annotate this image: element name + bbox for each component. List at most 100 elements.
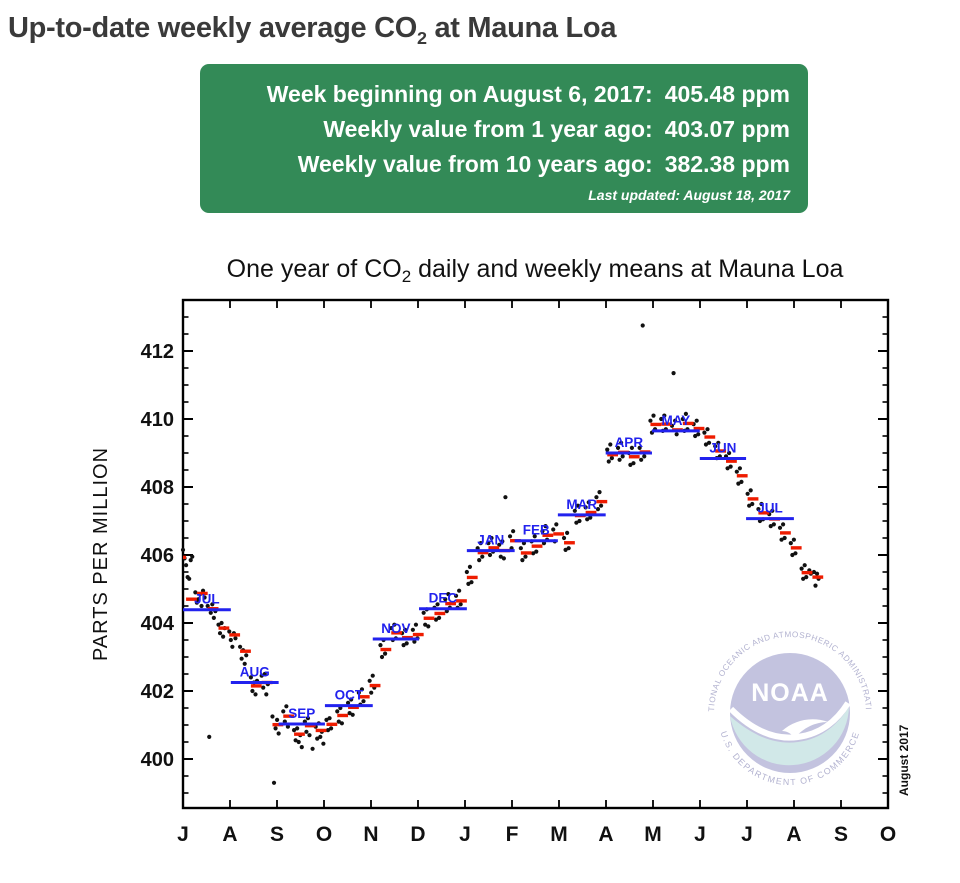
daily-point: [737, 466, 743, 471]
daily-point: [640, 323, 645, 328]
co2-chart: One year of CO2 daily and weekly means a…: [90, 255, 911, 846]
daily-point: [264, 692, 269, 697]
daily-point: [750, 501, 755, 507]
daily-point: [194, 600, 199, 605]
daily-point: [639, 457, 644, 462]
monthly-mean-label: JUN: [709, 440, 736, 455]
daily-point: [211, 615, 216, 620]
daily-point: [435, 602, 440, 607]
daily-point: [598, 503, 604, 508]
daily-point: [237, 644, 243, 649]
monthly-mean-label: OCT: [335, 688, 364, 703]
logo-wave: [728, 701, 851, 741]
daily-point: [608, 442, 613, 447]
daily-point: [480, 554, 485, 559]
daily-point: [275, 717, 280, 722]
daily-point: [469, 580, 474, 585]
info-row-10-years-ago: Weekly value from 10 years ago: 382.38 pp…: [200, 147, 790, 182]
daily-point: [276, 731, 281, 736]
y-tick-label: 404: [141, 613, 175, 635]
daily-point: [401, 643, 406, 648]
daily-point: [285, 724, 291, 729]
weekly-co2-info-box: Week beginning on August 6, 2017: 405.48 …: [200, 64, 808, 213]
daily-point: [507, 534, 513, 539]
y-tick-label: 402: [141, 681, 174, 703]
daily-point: [575, 503, 581, 508]
daily-point: [327, 716, 332, 721]
daily-point: [190, 554, 195, 559]
daily-point: [500, 539, 505, 544]
daily-point: [421, 610, 426, 615]
daily-point: [324, 717, 329, 722]
daily-point: [487, 552, 493, 558]
page-title-tail: at Mauna Loa: [426, 12, 617, 44]
x-month-label: O: [880, 823, 896, 846]
x-month-label: M: [550, 823, 568, 846]
daily-point: [637, 445, 642, 450]
daily-point: [779, 537, 784, 542]
daily-point: [583, 505, 588, 510]
daily-point: [477, 558, 482, 563]
daily-point: [335, 709, 340, 714]
monthly-mean-label: SEP: [288, 706, 315, 721]
daily-point: [457, 588, 462, 593]
daily-point: [725, 466, 730, 471]
daily-point: [586, 500, 591, 505]
daily-point: [221, 634, 226, 639]
daily-point: [745, 491, 750, 496]
daily-point: [443, 597, 448, 602]
monthly-mean-label: AUG: [240, 665, 270, 680]
daily-point: [304, 729, 309, 734]
monthly-mean-label: JUL: [757, 501, 783, 516]
daily-point: [458, 602, 463, 607]
daily-point: [696, 432, 701, 437]
daily-point: [370, 673, 375, 678]
daily-point: [531, 551, 536, 556]
daily-point: [248, 675, 253, 680]
daily-point: [433, 617, 439, 622]
daily-point: [619, 440, 624, 445]
daily-point: [349, 697, 354, 702]
daily-point: [565, 530, 570, 535]
daily-point: [219, 620, 224, 626]
x-month-label: J: [177, 823, 189, 846]
daily-point: [227, 629, 232, 634]
daily-point: [180, 547, 186, 552]
last-updated-note: Last updated: August 18, 2017: [588, 187, 790, 203]
info-value: 405.48 ppm: [664, 81, 790, 107]
monthly-mean-label: DEC: [429, 591, 458, 606]
daily-point: [790, 552, 795, 558]
daily-point: [771, 522, 776, 527]
daily-point: [253, 692, 258, 697]
daily-point: [233, 636, 238, 641]
daily-point: [259, 673, 264, 678]
daily-point: [703, 442, 709, 447]
daily-point: [811, 569, 817, 575]
daily-point: [728, 464, 733, 469]
x-month-label: O: [316, 823, 332, 846]
daily-point: [339, 721, 344, 726]
daily-point: [651, 413, 656, 418]
chart-title: One year of CO2 daily and weekly means a…: [227, 255, 844, 286]
daily-point: [328, 726, 334, 731]
logo-sea: [730, 707, 849, 766]
daily-point: [793, 551, 798, 556]
daily-point: [791, 537, 796, 542]
daily-point: [802, 563, 807, 568]
daily-point: [369, 690, 374, 695]
info-value: 382.38 ppm: [664, 151, 790, 177]
x-month-label: S: [834, 823, 848, 846]
monthly-means-lines: JUL AUG SEP OCT NOV DEC JAN FEB MAR APR MAY JUN JUL: [183, 413, 794, 726]
daily-point: [412, 639, 417, 644]
daily-point: [594, 495, 599, 500]
daily-point: [336, 719, 341, 724]
daily-point: [318, 734, 323, 739]
x-month-label: M: [644, 823, 662, 846]
daily-point: [768, 524, 773, 529]
daily-point: [293, 738, 298, 743]
daily-point: [426, 624, 431, 629]
daily-point: [299, 745, 304, 750]
daily-point: [511, 529, 516, 534]
daily-point: [759, 501, 764, 507]
daily-point: [296, 739, 301, 745]
